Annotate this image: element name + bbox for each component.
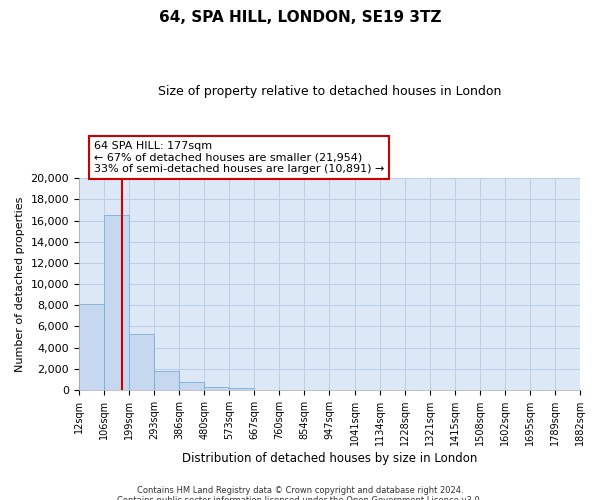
Text: Contains public sector information licensed under the Open Government Licence v3: Contains public sector information licen… bbox=[118, 496, 482, 500]
Bar bbox=[229, 388, 254, 390]
X-axis label: Distribution of detached houses by size in London: Distribution of detached houses by size … bbox=[182, 452, 477, 465]
Y-axis label: Number of detached properties: Number of detached properties bbox=[15, 196, 25, 372]
Text: Contains HM Land Registry data © Crown copyright and database right 2024.: Contains HM Land Registry data © Crown c… bbox=[137, 486, 463, 495]
Text: 64, SPA HILL, LONDON, SE19 3TZ: 64, SPA HILL, LONDON, SE19 3TZ bbox=[159, 10, 441, 25]
Bar bbox=[204, 386, 229, 390]
Bar bbox=[104, 216, 129, 390]
Bar bbox=[129, 334, 154, 390]
Text: 64 SPA HILL: 177sqm
← 67% of detached houses are smaller (21,954)
33% of semi-de: 64 SPA HILL: 177sqm ← 67% of detached ho… bbox=[94, 141, 385, 174]
Title: Size of property relative to detached houses in London: Size of property relative to detached ho… bbox=[158, 85, 501, 98]
Bar bbox=[154, 371, 179, 390]
Bar bbox=[179, 382, 204, 390]
Bar bbox=[79, 304, 104, 390]
